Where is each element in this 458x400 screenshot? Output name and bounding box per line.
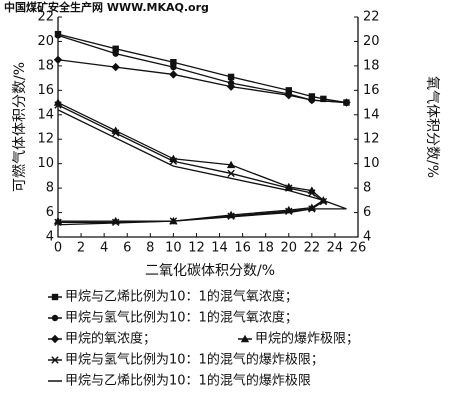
- legend-label: 甲烷与乙烯比例为10：1的混气氧浓度；: [65, 289, 298, 305]
- marker: [320, 95, 327, 103]
- marker: [284, 91, 293, 100]
- legend-label: 甲烷的爆炸极限；: [255, 331, 359, 347]
- y2-tick-label: 16: [363, 83, 380, 98]
- marker: [54, 101, 62, 109]
- y2-tick-label: 4: [363, 230, 371, 245]
- y-tick-label: 8: [46, 181, 54, 196]
- marker: [169, 157, 178, 165]
- y-tick-label: 16: [37, 83, 54, 98]
- x-tick-label: 0: [54, 241, 62, 256]
- y2-tick-label: 20: [363, 34, 380, 49]
- x-tick-label: 4: [100, 241, 108, 256]
- x-tick-label: 18: [257, 241, 274, 256]
- series-line: [57, 33, 347, 104]
- legend-label: 甲烷与乙烯比例为10：1的混气的爆炸极限: [65, 373, 311, 389]
- axes: [57, 17, 359, 238]
- y2-tick-label: 22: [363, 10, 380, 25]
- y-tick-label: 12: [37, 132, 54, 147]
- x-tick-label: 26: [350, 241, 367, 256]
- marker: [169, 70, 178, 79]
- marker: [307, 95, 317, 105]
- x-tick-label: 2: [77, 241, 85, 256]
- marker: [170, 63, 177, 71]
- marker: [227, 169, 235, 178]
- marker: [308, 189, 316, 197]
- legend-label: 甲烷与氢气比例为10：1的混气的爆炸极限；: [65, 352, 324, 368]
- legend-label: 甲烷与氢气比例为10：1的混气氧浓度；: [65, 310, 298, 326]
- y2-tick-label: 10: [363, 156, 380, 171]
- marker: [226, 82, 236, 91]
- series-line: [57, 59, 347, 104]
- marker: [226, 160, 236, 169]
- y-tick-label: 10: [37, 156, 54, 171]
- y2-tick-label: 6: [363, 205, 371, 220]
- y2-tick-label: 8: [363, 181, 371, 196]
- marker: [53, 98, 63, 106]
- y-tick-label: 14: [37, 107, 54, 122]
- y-axis-label: 可燃气体体积分数/%: [11, 62, 28, 192]
- x-tick-label: 6: [123, 241, 131, 256]
- y2-tick-label: 12: [363, 132, 380, 147]
- x-tick-label: 8: [146, 241, 154, 256]
- x-tick-label: 14: [211, 241, 228, 256]
- x-tick-label: 24: [327, 241, 344, 256]
- y-tick-label: 20: [37, 34, 54, 49]
- marker: [227, 73, 235, 81]
- marker: [342, 98, 351, 107]
- marker: [53, 55, 63, 64]
- series-line: [57, 101, 325, 222]
- x-tick-label: 12: [188, 241, 205, 256]
- x-tick-label: 20: [280, 241, 297, 256]
- marker: [112, 45, 119, 52]
- y2-tick-label: 18: [363, 58, 380, 73]
- legend-label: 甲烷的氧浓度；: [65, 331, 156, 347]
- y2-tick-label: 14: [363, 107, 380, 122]
- x-axis-label: 二氧化碳体积分数/%: [145, 263, 275, 279]
- y-tick-label: 6: [46, 205, 54, 220]
- marker: [170, 59, 177, 66]
- x-tick-label: 16: [234, 241, 251, 256]
- marker: [111, 129, 120, 137]
- marker: [54, 32, 62, 39]
- marker: [51, 356, 59, 364]
- marker: [51, 293, 59, 301]
- watermark: 中国煤矿安全生产网 WWW.MKAQ.org: [4, 0, 209, 14]
- y2-axis-label: 氧气体积分数/%: [424, 76, 440, 178]
- x-tick-label: 10: [165, 241, 182, 256]
- y-tick-label: 4: [46, 230, 54, 245]
- marker: [111, 62, 120, 72]
- x-tick-label: 22: [304, 241, 321, 256]
- series-line: [57, 109, 347, 226]
- marker: [240, 334, 250, 343]
- y-tick-label: 18: [37, 58, 54, 73]
- marker: [285, 207, 293, 216]
- marker: [50, 334, 60, 344]
- marker: [112, 50, 119, 57]
- marker: [285, 87, 292, 94]
- y-tick-label: 22: [37, 10, 54, 25]
- marker: [51, 314, 59, 322]
